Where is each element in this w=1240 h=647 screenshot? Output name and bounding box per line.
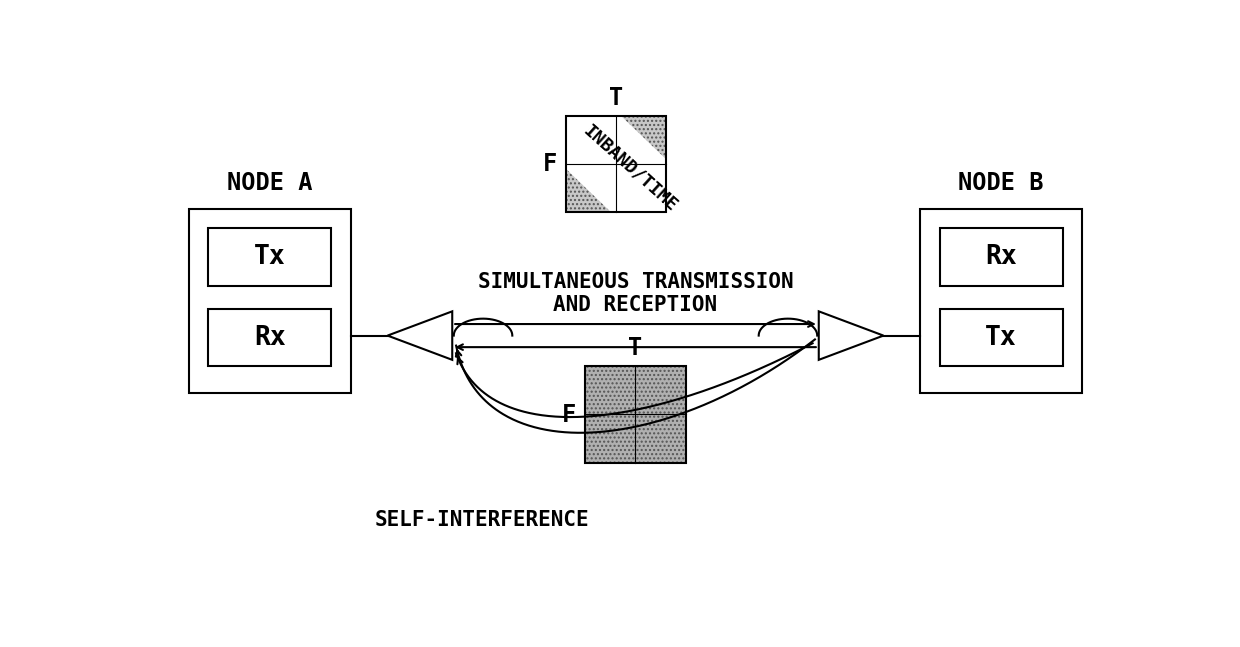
Bar	[616, 164, 666, 212]
Bar	[585, 366, 686, 463]
Text: INBAND/TIME: INBAND/TIME	[579, 122, 681, 215]
Text: SIMULTANEOUS TRANSMISSION
AND RECEPTION: SIMULTANEOUS TRANSMISSION AND RECEPTION	[477, 272, 794, 315]
Polygon shape	[567, 116, 666, 212]
Bar	[208, 228, 331, 285]
Text: F: F	[543, 152, 557, 176]
Text: T: T	[609, 86, 624, 110]
Bar	[940, 228, 1063, 285]
Bar	[940, 309, 1063, 366]
Bar	[616, 116, 666, 164]
Bar	[567, 116, 616, 164]
Bar	[567, 164, 616, 212]
Text: Tx: Tx	[254, 244, 285, 270]
Bar	[635, 414, 686, 462]
Polygon shape	[388, 311, 453, 360]
Bar	[567, 116, 666, 212]
Text: F: F	[562, 402, 577, 426]
Text: NODE B: NODE B	[959, 171, 1044, 195]
Bar	[585, 414, 635, 462]
Text: Tx: Tx	[986, 325, 1017, 351]
Bar	[188, 208, 351, 393]
Bar	[635, 366, 686, 414]
Text: SELF-INTERFERENCE: SELF-INTERFERENCE	[374, 510, 589, 531]
Polygon shape	[818, 311, 883, 360]
Bar	[920, 208, 1083, 393]
Text: T: T	[629, 336, 642, 360]
Bar	[585, 366, 635, 414]
Text: NODE A: NODE A	[227, 171, 312, 195]
Text: Rx: Rx	[986, 244, 1017, 270]
Text: Rx: Rx	[254, 325, 285, 351]
Bar	[208, 309, 331, 366]
